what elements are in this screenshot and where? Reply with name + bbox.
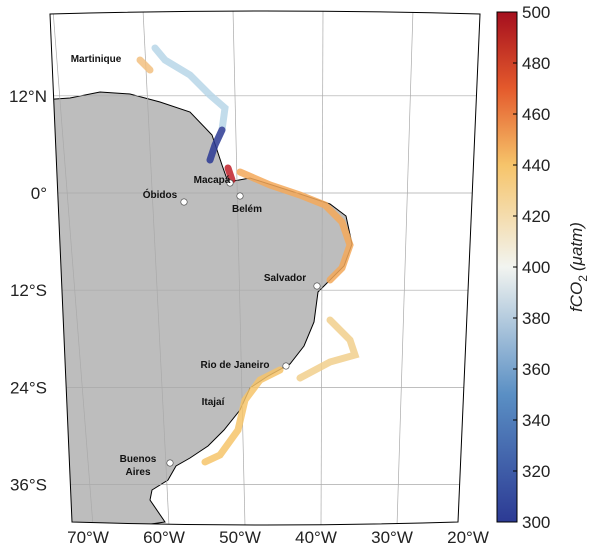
place-label: Belém <box>232 204 262 215</box>
place-label: Óbidos <box>143 188 178 201</box>
colorbar-tick-label: 360 <box>522 360 550 379</box>
ship-track <box>136 44 360 466</box>
places: Martinique Macapá Óbidos Belém Salvador Rio d… <box>71 54 321 478</box>
colorbar-label-sub: 2 <box>576 275 590 282</box>
meridian <box>142 11 170 525</box>
colorbar-tick-label: 380 <box>522 309 550 328</box>
map-content <box>50 11 480 525</box>
place-label: Martinique <box>71 54 122 65</box>
lat-tick-label: 12°N <box>9 87 47 106</box>
grid <box>50 11 480 525</box>
colorbar-label-main: fCO <box>567 282 586 312</box>
colorbar-label-unit: (μatm) <box>567 222 586 271</box>
colorbar-tick-label: 420 <box>522 207 550 226</box>
map-frame <box>49 10 481 526</box>
lat-tick-label: 0° <box>31 184 47 203</box>
place-label: Itajaí <box>202 397 226 408</box>
lon-tick-label: 70°W <box>67 528 109 547</box>
meridian <box>232 11 246 525</box>
meridian <box>320 11 324 525</box>
lat-tick-label: 12°S <box>10 281 47 300</box>
lat-tick-label: 36°S <box>10 476 47 495</box>
land <box>50 91 353 525</box>
place-marker <box>180 198 188 206</box>
lon-tick-label: 50°W <box>219 528 261 547</box>
lon-tick-label: 60°W <box>143 528 185 547</box>
lon-tick-label: 20°W <box>447 528 489 547</box>
place-marker <box>166 459 174 467</box>
meridian <box>396 11 414 525</box>
colorbar-tick-label: 500 <box>522 3 550 22</box>
lon-tick-label: 30°W <box>371 528 413 547</box>
colorbar-tick-label: 460 <box>522 105 550 124</box>
lat-tick-label: 24°S <box>10 378 47 397</box>
place-label: Rio de Janeiro <box>201 360 270 371</box>
colorbar-tick-label: 320 <box>522 462 550 481</box>
place-marker <box>236 192 244 200</box>
place-label: Macapá <box>194 175 231 186</box>
place-label: Buenos Aires <box>120 454 157 478</box>
place-marker <box>226 179 234 187</box>
meridian <box>52 11 94 525</box>
place-marker <box>282 362 290 370</box>
colorbar-tick-label: 480 <box>522 54 550 73</box>
colorbar-tick-label: 400 <box>522 258 550 277</box>
place-marker <box>313 282 321 290</box>
place-label: Salvador <box>264 273 306 284</box>
colorbar-tick-label: 300 <box>522 513 550 532</box>
colorbar-tick-label: 340 <box>522 411 550 430</box>
colorbar-tick-label: 440 <box>522 156 550 175</box>
colorbar-label: fCO2 (μatm) <box>567 222 590 312</box>
lon-tick-label: 40°W <box>295 528 337 547</box>
